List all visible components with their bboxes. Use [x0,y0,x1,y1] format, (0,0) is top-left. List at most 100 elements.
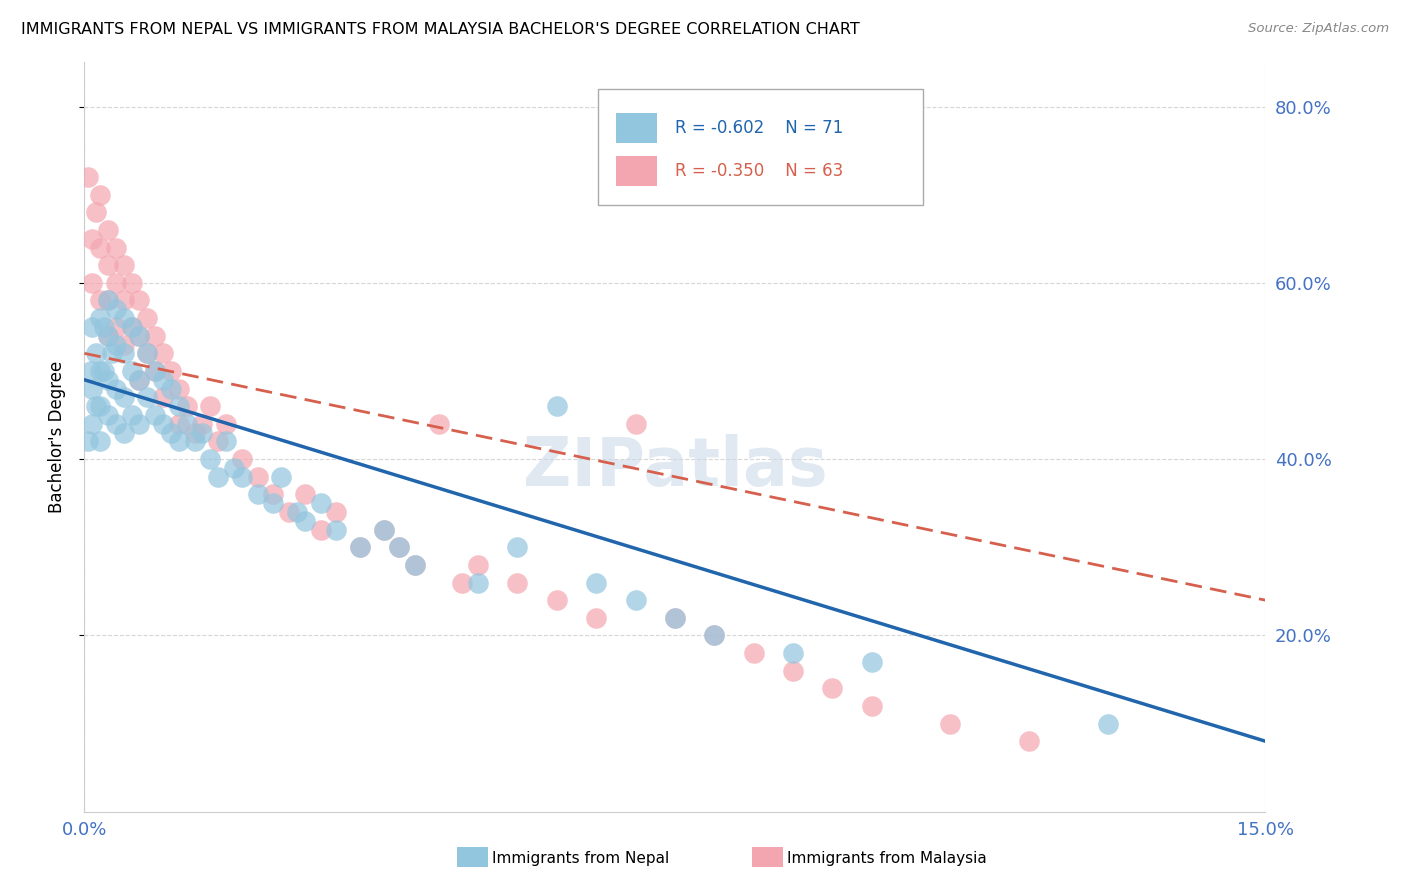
Point [506,541,529,555]
Point [506,575,529,590]
Point [546,593,568,607]
Point [84,205,107,219]
Point [939,716,962,731]
Point [860,698,883,713]
Point [231,469,253,483]
Point [93,319,115,334]
Point [128,417,150,431]
Point [82,276,104,290]
Point [121,319,143,334]
Point [285,505,308,519]
Point [222,461,245,475]
Point [89,364,111,378]
Text: R = -0.350    N = 63: R = -0.350 N = 63 [675,162,844,180]
Point [294,514,316,528]
Point [136,311,159,326]
Point [136,391,159,405]
Point [231,452,253,467]
Point [128,373,150,387]
Point [191,417,214,431]
Point [112,293,135,308]
Point [77,169,100,184]
Point [121,276,143,290]
Bar [616,112,657,143]
Point [200,452,222,467]
Point [349,541,371,555]
Point [160,425,183,440]
Point [160,382,183,396]
Point [207,469,229,483]
Point [104,382,127,396]
Point [89,187,111,202]
Point [143,364,166,378]
Point [388,541,411,555]
Point [404,558,426,572]
Text: Immigrants from Malaysia: Immigrants from Malaysia [787,851,987,865]
Point [246,487,269,501]
Point [585,575,607,590]
Point [93,364,115,378]
Point [97,373,120,387]
Point [89,241,111,255]
Point [373,523,395,537]
Point [167,399,190,413]
Point [860,655,883,669]
Point [167,434,190,449]
Point [388,541,411,555]
Point [373,523,395,537]
Point [585,611,607,625]
Point [82,319,104,334]
Point [128,328,150,343]
Point [121,408,143,422]
Point [624,417,647,431]
Point [128,328,150,343]
Point [152,391,174,405]
Point [97,328,120,343]
Point [270,469,292,483]
Point [104,276,127,290]
Point [84,346,107,360]
Point [624,593,647,607]
Point [112,337,135,351]
Point [136,346,159,360]
Point [104,241,127,255]
Point [143,364,166,378]
Point [101,346,124,360]
Point [112,346,135,360]
Point [97,223,120,237]
Point [112,258,135,272]
Point [121,319,143,334]
Point [176,399,198,413]
Point [246,469,269,483]
FancyBboxPatch shape [598,88,922,205]
Point [207,434,229,449]
Point [262,496,284,510]
Point [143,328,166,343]
Point [176,417,198,431]
Point [79,364,101,378]
Point [112,425,135,440]
Point [89,399,111,413]
Point [309,523,332,537]
Point [97,258,120,272]
Point [128,373,150,387]
Point [664,611,686,625]
Point [128,293,150,308]
Point [664,611,686,625]
Point [112,311,135,326]
Point [404,558,426,572]
Point [104,319,127,334]
Point [160,364,183,378]
Point [183,434,205,449]
Point [467,558,489,572]
Text: ZIPatlas: ZIPatlas [523,434,827,500]
Point [325,505,347,519]
Point [97,293,120,308]
Point [104,337,127,351]
Y-axis label: Bachelor's Degree: Bachelor's Degree [48,361,66,513]
Point [121,364,143,378]
Point [77,434,100,449]
Point [136,346,159,360]
Point [742,646,765,660]
Point [703,628,725,642]
